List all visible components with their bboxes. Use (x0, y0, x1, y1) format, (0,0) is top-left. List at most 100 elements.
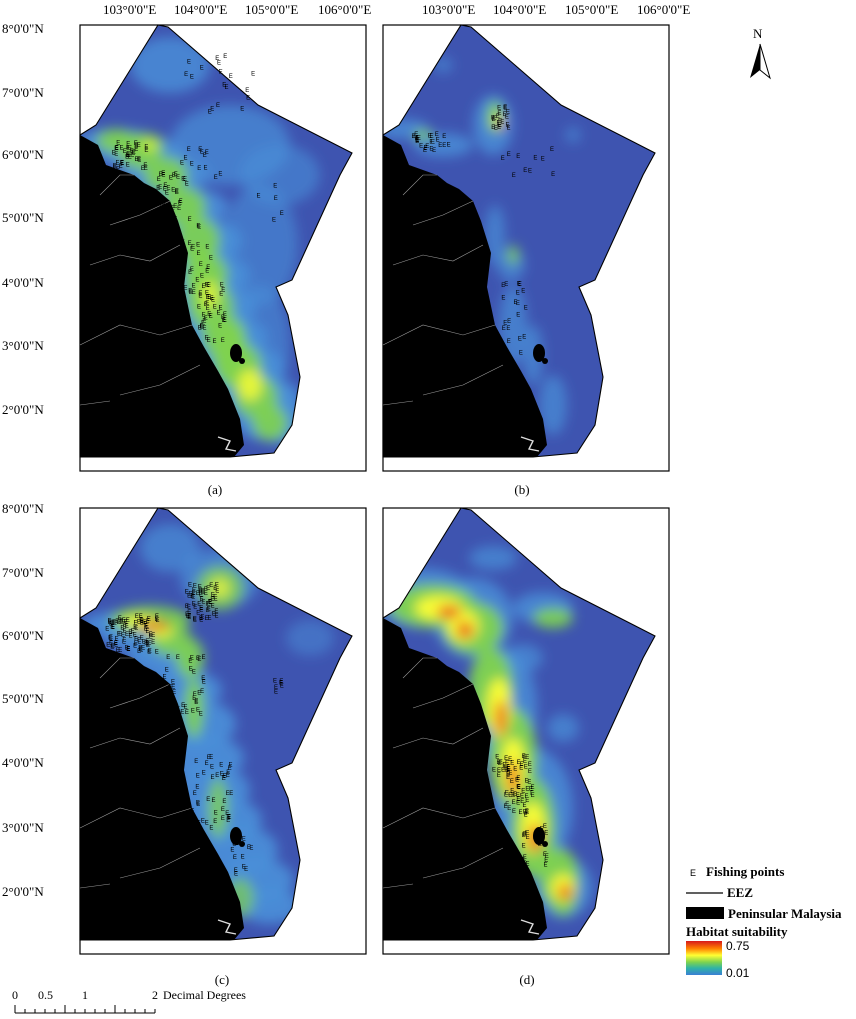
fishing-point: E (215, 588, 219, 594)
fishing-point: E (151, 633, 155, 639)
fishing-point: E (122, 639, 126, 645)
fishing-point: E (209, 600, 213, 606)
fishing-point: E (519, 810, 523, 816)
state-border (412, 200, 474, 226)
fishing-point: E (195, 785, 199, 791)
fishing-point: E (535, 831, 539, 837)
fishing-point: E (416, 136, 420, 142)
island (542, 841, 548, 847)
fishing-point: E (279, 681, 283, 687)
habitat-suitability-layer (383, 546, 593, 918)
fishing-point: E (226, 773, 230, 779)
fishing-point: E (226, 818, 230, 824)
fishing-point: E (110, 621, 114, 627)
fishing-point: E (539, 836, 543, 842)
fishing-point: E (227, 815, 231, 821)
fishing-point: E (501, 359, 505, 365)
fishing-point: E (133, 633, 137, 639)
fishing-point: E (200, 66, 204, 72)
fishing-point: E (142, 639, 146, 645)
fishing-point: E (274, 196, 278, 202)
fishing-point: E (223, 774, 227, 780)
fishing-point: E (251, 72, 255, 78)
fishing-point: E (198, 326, 202, 332)
river (520, 436, 540, 452)
fishing-point: E (134, 641, 138, 647)
fishing-point: E (111, 625, 115, 631)
fishing-point: E (504, 756, 508, 762)
fishing-point: E (504, 804, 508, 810)
fishing-point: E (516, 797, 520, 803)
fishing-point: E (525, 787, 529, 793)
fishing-point: E (222, 776, 226, 782)
fishing-point: E (148, 648, 152, 654)
fishing-point: E (497, 121, 501, 127)
fishing-point: E (198, 588, 202, 594)
fishing-point: E (208, 110, 212, 116)
fishing-point: E (183, 177, 187, 183)
fishing-point: E (206, 295, 210, 301)
fishing-point: E (507, 152, 511, 158)
fishing-point: E (236, 836, 240, 842)
fishing-point: E (205, 761, 209, 767)
fishing-point: E (193, 604, 197, 610)
fishing-point: E (188, 217, 192, 223)
fishing-point: E (125, 646, 129, 652)
suitability-patch (499, 285, 527, 365)
lat-tick-label: 5°0'0"N (2, 691, 44, 706)
fishing-point: E (194, 700, 198, 706)
state-border (89, 244, 181, 266)
fishing-point: E (199, 617, 203, 623)
fishing-point: E (144, 622, 148, 628)
fishing-point: E (204, 587, 208, 593)
fishing-point: E (203, 153, 207, 159)
fishing-point: E (196, 801, 200, 807)
fishing-point: E (138, 646, 142, 652)
state-border (79, 400, 111, 406)
lat-tick-label: 4°0'0"N (2, 275, 44, 290)
fishing-point: E (171, 259, 175, 265)
fishing-point: E (202, 655, 206, 661)
fishing-point: E (507, 319, 511, 325)
fishing-point: E (163, 204, 167, 210)
fishing-point: E (226, 814, 230, 820)
lat-tick-label: 4°0'0"N (2, 755, 44, 770)
fishing-point: E (165, 209, 169, 215)
fishing-point: E (219, 70, 223, 76)
fishing-point: E (523, 810, 527, 816)
fishing-point: E (513, 792, 517, 798)
panel-caption-b: (b) (514, 482, 529, 497)
fishing-point: E (159, 211, 163, 217)
fishing-point: E (113, 621, 117, 627)
island (239, 358, 245, 364)
state-border (382, 883, 414, 889)
fishing-point: E (126, 151, 130, 157)
fishing-point: E (522, 754, 526, 760)
fishing-point: E (521, 857, 525, 863)
fishing-point: E (137, 157, 141, 163)
suitability-patch (413, 130, 433, 140)
fishing-point: E (139, 617, 143, 623)
fishing-point: E (507, 357, 511, 363)
fishing-point: E (522, 832, 526, 838)
fishing-point: E (191, 245, 195, 251)
fishing-point: E (424, 145, 428, 151)
fishing-point: E (436, 138, 440, 144)
fishing-point: E (545, 854, 549, 860)
fishing-point: E (246, 96, 250, 102)
fishing-point: E (503, 766, 507, 772)
fishing-point: E (129, 633, 133, 639)
fishing-point: E (201, 600, 205, 606)
fishing-point: E (155, 649, 159, 655)
fishing-point: E (110, 625, 114, 631)
fishing-point: E (209, 314, 213, 320)
fishing-point: E (135, 614, 139, 620)
fishing-point: E (213, 305, 217, 311)
fishing-point: E (211, 593, 215, 599)
fishing-point: E (492, 117, 496, 123)
fishing-point: E (244, 867, 248, 873)
fishing-point: E (137, 640, 141, 646)
fishing-point: E (197, 166, 201, 172)
fishing-point: E (125, 624, 129, 630)
fishing-point: E (504, 282, 508, 288)
